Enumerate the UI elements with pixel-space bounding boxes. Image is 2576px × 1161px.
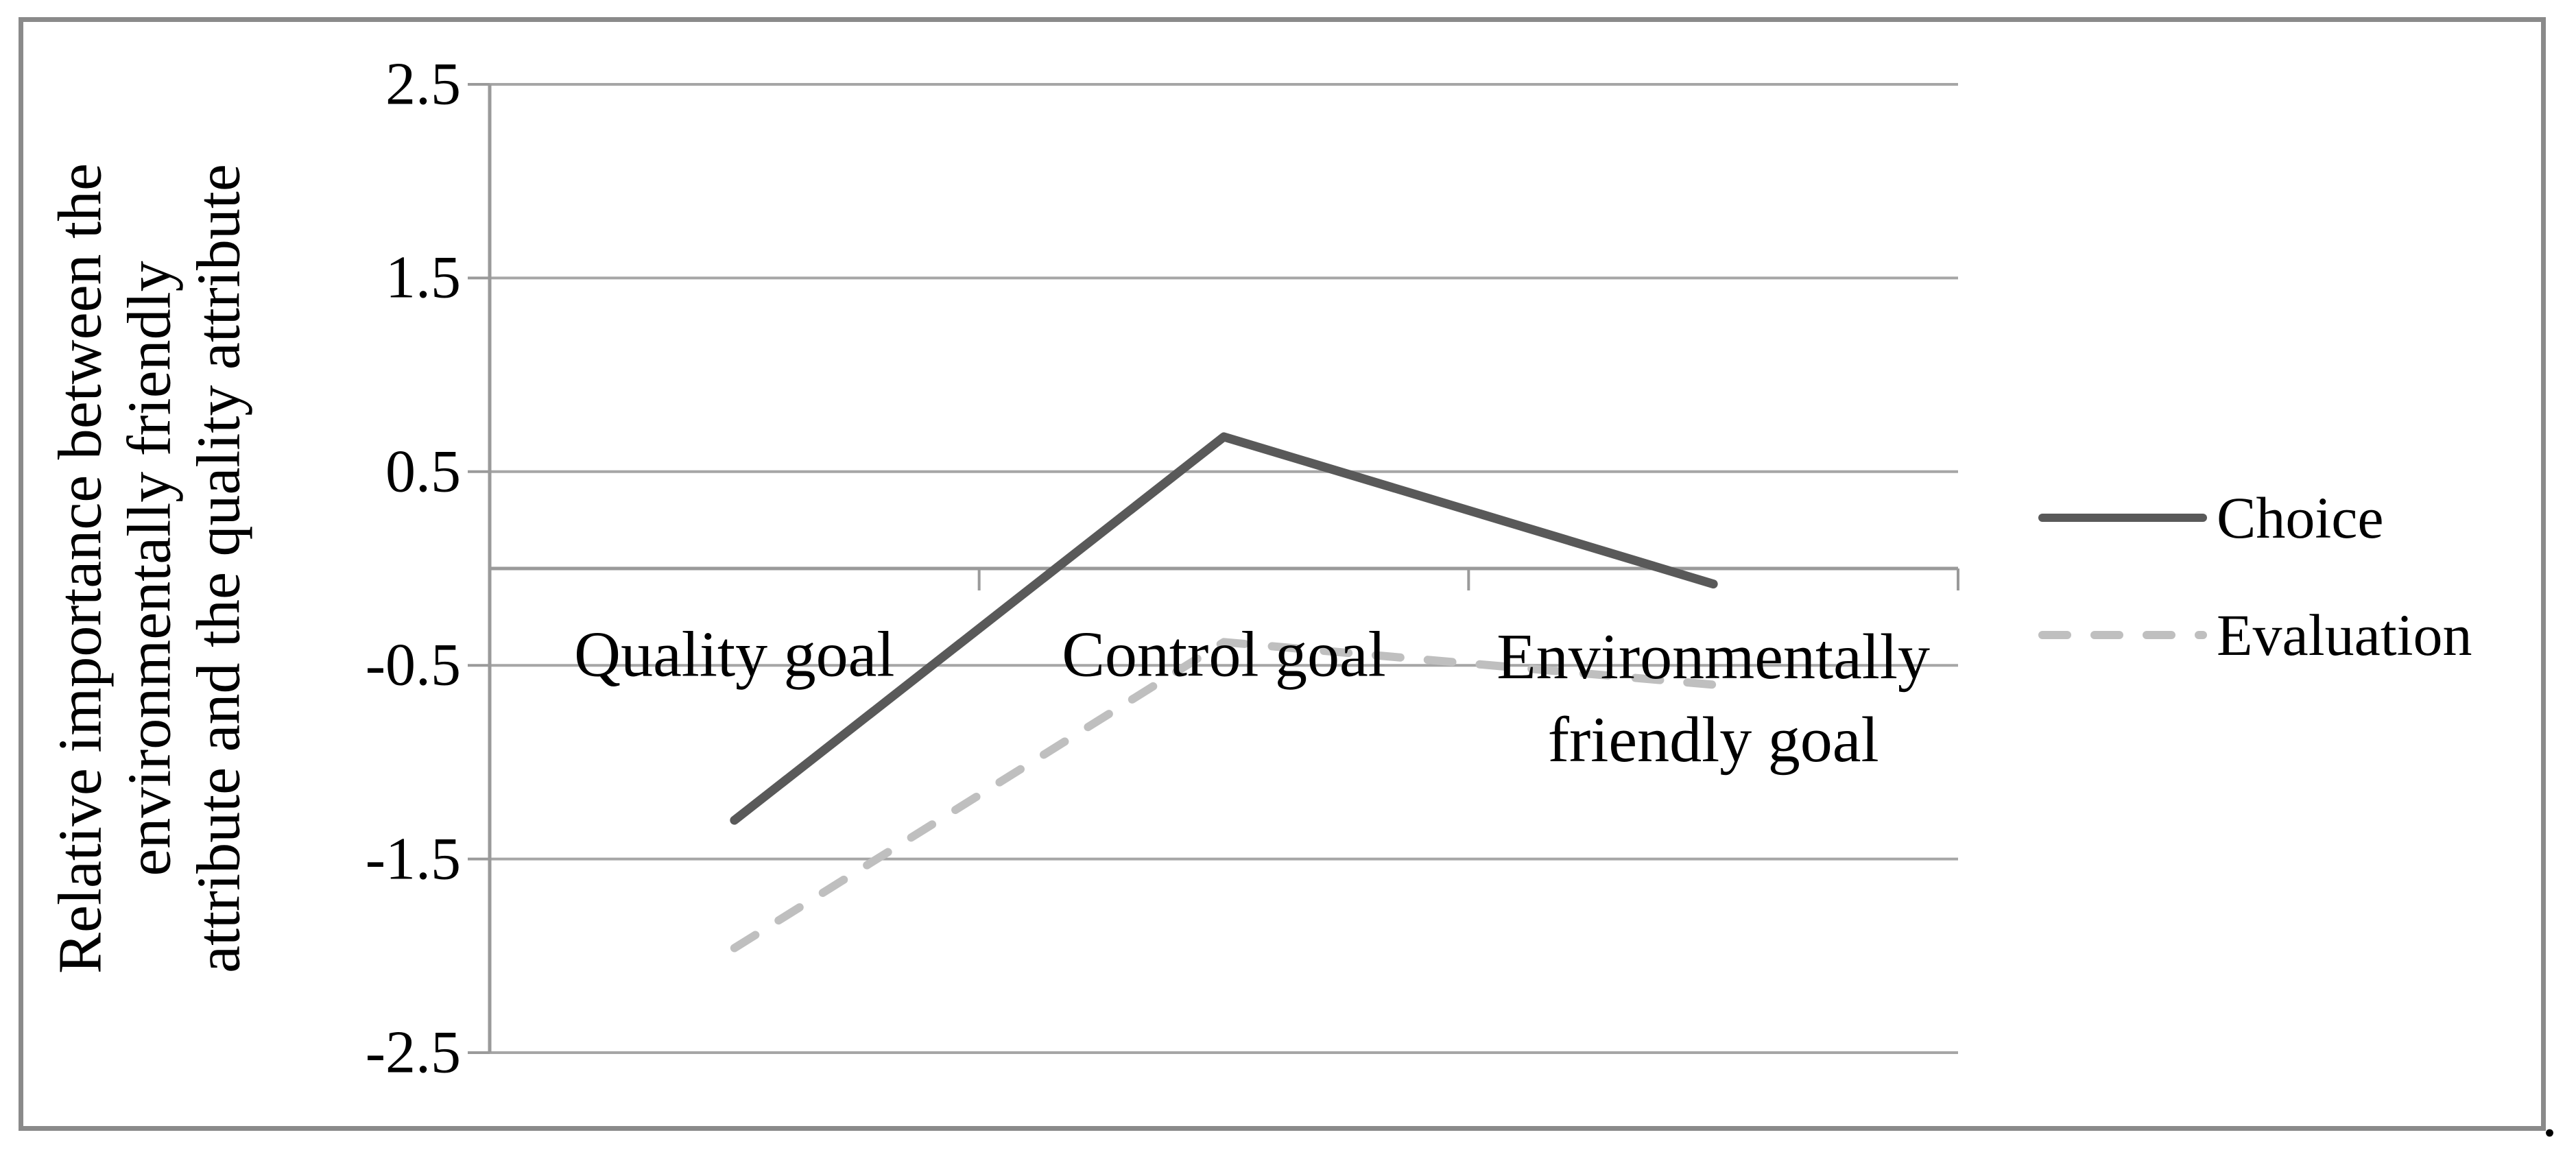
category-label-1: Quality goal	[574, 619, 895, 691]
y-tick-label--2.5: -2.5	[365, 1019, 461, 1086]
category-label-2: Control goal	[1062, 619, 1386, 691]
y-tick-label-2.5: 2.5	[385, 51, 461, 118]
evaluation-series-line	[730, 638, 1718, 953]
chart-frame	[19, 17, 2546, 1131]
legend-label-choice: Choice	[2217, 485, 2384, 551]
category-label-3: Environmentally friendly goal	[1496, 621, 1931, 776]
legend-label-evaluation: Evaluation	[2217, 602, 2472, 668]
caption-period: .	[2542, 1079, 2557, 1149]
y-tick-label-1.5: 1.5	[385, 244, 461, 311]
choice-series-line	[730, 432, 1718, 825]
y-tick-label--0.5: -0.5	[365, 632, 461, 699]
y-tick-label-0.5: 0.5	[385, 438, 461, 505]
y-tick-label--1.5: -1.5	[365, 826, 461, 893]
